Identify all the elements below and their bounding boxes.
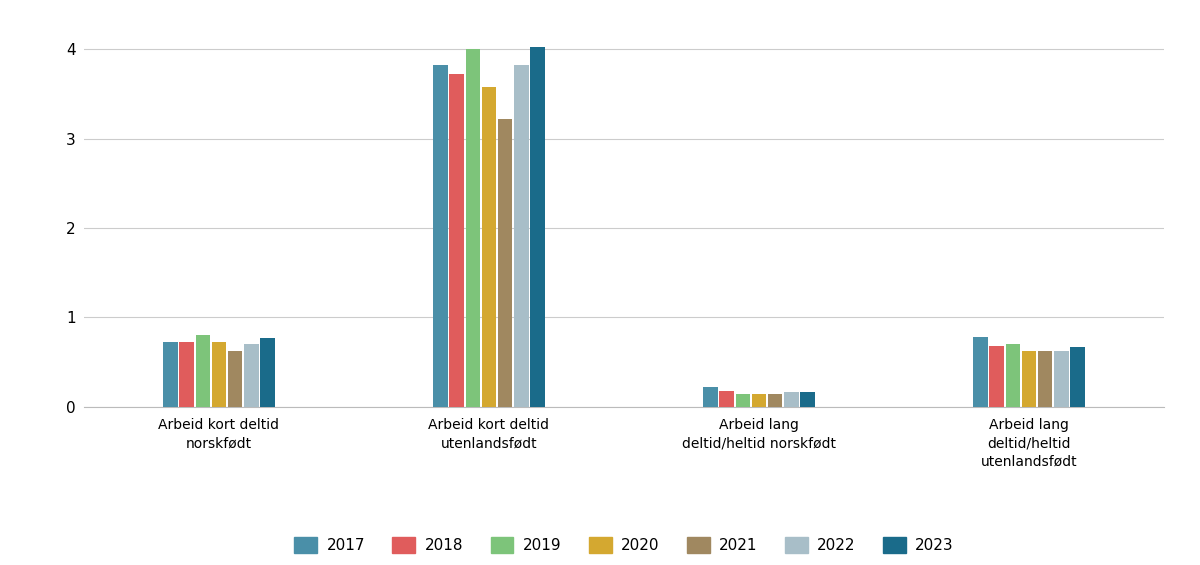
Bar (530, 47, 545, 407)
Bar (1022, 351, 1036, 407)
Bar (1070, 347, 1085, 407)
Bar (1038, 350, 1052, 407)
Bar (1006, 344, 1020, 407)
Bar (228, 351, 242, 407)
Bar (785, 392, 798, 407)
Bar (768, 394, 782, 407)
Bar (752, 394, 766, 407)
Bar (180, 342, 193, 407)
Legend: 2017, 2018, 2019, 2020, 2021, 2022, 2023: 2017, 2018, 2019, 2020, 2021, 2022, 2023 (287, 530, 961, 561)
Bar (800, 392, 815, 407)
Bar (720, 391, 733, 407)
Bar (498, 119, 512, 407)
Bar (736, 394, 750, 407)
Bar (515, 66, 528, 407)
Bar (450, 73, 463, 407)
Bar (973, 337, 988, 407)
Bar (482, 87, 496, 407)
Bar (466, 49, 480, 407)
Bar (1055, 350, 1068, 407)
Bar (196, 335, 210, 407)
Bar (163, 342, 178, 407)
Bar (212, 342, 226, 407)
Bar (433, 64, 448, 407)
Bar (260, 338, 275, 407)
Bar (703, 387, 718, 407)
Bar (990, 346, 1003, 407)
Bar (245, 344, 258, 407)
